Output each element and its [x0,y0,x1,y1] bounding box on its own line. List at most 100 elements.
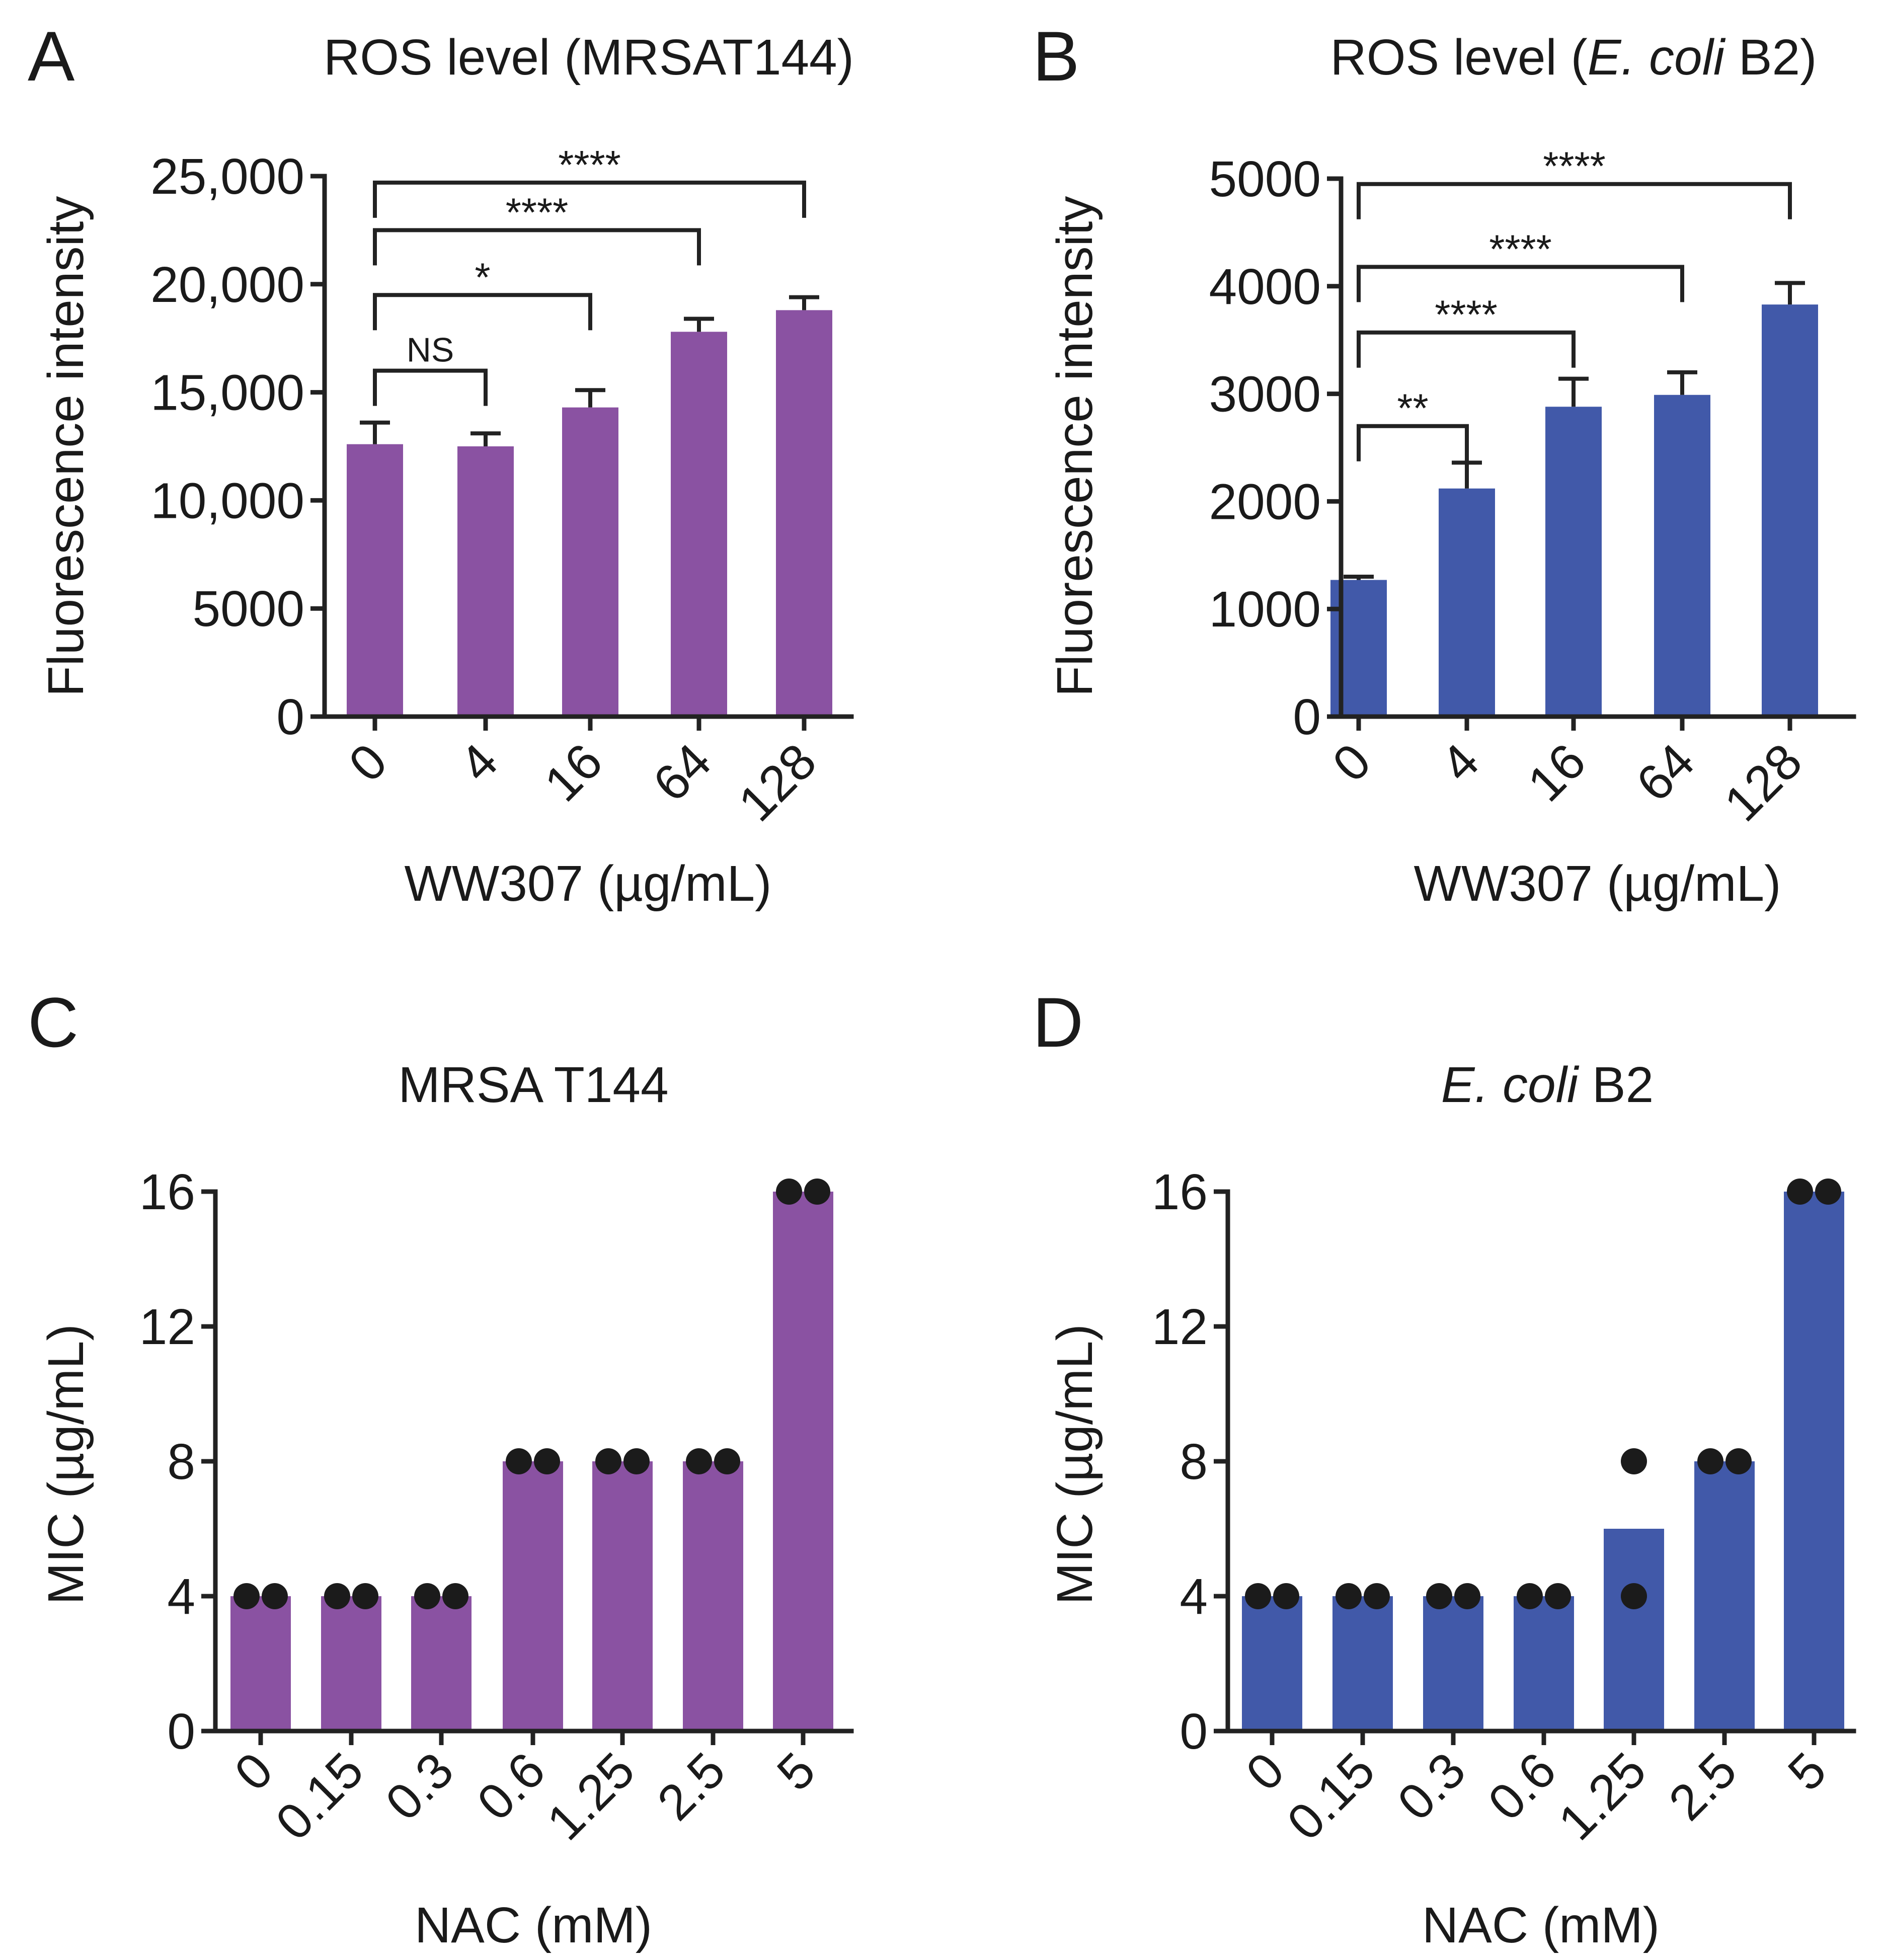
replicate-dot [776,1179,802,1205]
replicate-dot [595,1448,621,1474]
title-part: B2) [1724,29,1817,86]
y-tick-label: 25,000 [150,148,304,205]
y-tick-label: 10,000 [150,473,304,529]
bar [411,1596,472,1731]
y-tick-label: 0 [1180,1703,1208,1760]
bar [1604,1529,1664,1731]
x-tick-label: 16 [534,733,613,812]
x-tick-label: 5 [766,1742,826,1801]
x-tick-label: 0 [224,1742,284,1801]
y-tick-label: 1000 [1209,581,1321,638]
significance-label: ** [1397,386,1428,431]
panel-b: B ROS level (E. coli B2) Fluorescence inte… [1033,17,1856,912]
replicate-dot [1454,1583,1480,1609]
bar [683,1461,743,1731]
panel-letter: C [28,983,78,1062]
replicate-dot [534,1448,560,1474]
panel-letter: B [1033,17,1079,96]
x-tick-label: 2.5 [647,1742,736,1831]
replicate-dot [1336,1583,1362,1609]
x-tick-label: 4 [449,733,509,793]
bar [592,1461,653,1731]
y-tick-label: 15,000 [150,365,304,421]
replicate-dot [414,1583,440,1609]
y-tick-label: 0 [167,1703,195,1760]
y-tick-label: 4 [1180,1569,1208,1625]
replicate-dot [804,1179,830,1205]
replicate-dot [1245,1583,1271,1609]
y-tick-label: 16 [1152,1164,1208,1220]
title-part: E. coli [1441,1057,1580,1113]
replicate-dot [1517,1583,1543,1609]
bar [1762,304,1818,717]
significance-label: **** [1435,292,1498,337]
bar [776,310,832,717]
y-axis-label: Fluorescence intensity [38,196,94,697]
replicate-dot [233,1583,260,1609]
chart-title: MRSA T144 [398,1057,668,1113]
x-tick-label: 64 [1626,733,1705,812]
significance-bracket [1357,424,1469,461]
bar [1242,1596,1302,1731]
x-tick-label: 1.25 [1548,1742,1657,1851]
bar [1439,488,1495,717]
replicate-dot [1621,1448,1647,1474]
x-tick-label: 2.5 [1658,1742,1747,1831]
significance-bracket [373,293,592,331]
y-tick-label: 16 [139,1164,195,1220]
x-axis-label: NAC (mM) [415,1897,652,1953]
title-part: ROS level ( [1330,29,1588,86]
bar [503,1461,563,1731]
y-tick-label: 3000 [1209,366,1321,423]
x-tick-label: 128 [728,733,827,832]
replicate-dot [623,1448,650,1474]
bar [1423,1596,1483,1731]
replicate-dot [1545,1583,1571,1609]
replicate-dot [1621,1583,1647,1609]
bar [1654,395,1710,717]
bar [1694,1461,1755,1731]
replicate-dot [1815,1179,1841,1205]
y-axis-label: Fluorescence intensity [1047,196,1103,697]
replicate-dot [352,1583,378,1609]
bar [562,407,618,717]
title-part: E. coli [1588,29,1726,86]
title-part: MRSA T144 [398,1057,668,1113]
replicate-dot [1725,1448,1752,1474]
replicate-dot [1273,1583,1299,1609]
bar [671,332,727,717]
replicate-dot [324,1583,350,1609]
y-tick-label: 4 [167,1569,195,1625]
significance-label: **** [506,190,569,234]
x-tick-label: 0.3 [1387,1742,1476,1831]
x-tick-label: 0.3 [375,1742,464,1831]
bar [347,444,403,717]
x-tick-label: 4 [1430,733,1490,793]
x-tick-label: 0 [1322,733,1382,793]
replicate-dot [1787,1179,1813,1205]
x-axis-label: NAC (mM) [1422,1897,1660,1953]
bar [773,1192,833,1731]
y-tick-label: 0 [1293,689,1321,745]
significance-label: * [475,255,490,299]
significance-bracket [1357,182,1792,219]
bar [1545,407,1602,717]
y-tick-label: 8 [1180,1434,1208,1490]
y-tick-label: 5000 [1209,151,1321,207]
x-axis-label: WW307 (µg/mL) [405,855,772,912]
panel-a: A ROS level (MRSAT144) Fluorescence intens… [28,17,854,912]
replicate-dot [1426,1583,1452,1609]
significance-label: **** [1543,144,1606,189]
chart-title: ROS level (MRSAT144) [324,29,854,86]
bar [1514,1596,1574,1731]
chart-title: ROS level (E. coli B2) [1330,29,1817,86]
x-axis-label: WW307 (µg/mL) [1414,855,1781,912]
significance-bracket [1357,265,1684,302]
x-tick-label: 0.15 [265,1742,374,1851]
y-tick-label: 8 [167,1434,195,1490]
replicate-dot [686,1448,712,1474]
chart-title: E. coli B2 [1441,1057,1654,1113]
